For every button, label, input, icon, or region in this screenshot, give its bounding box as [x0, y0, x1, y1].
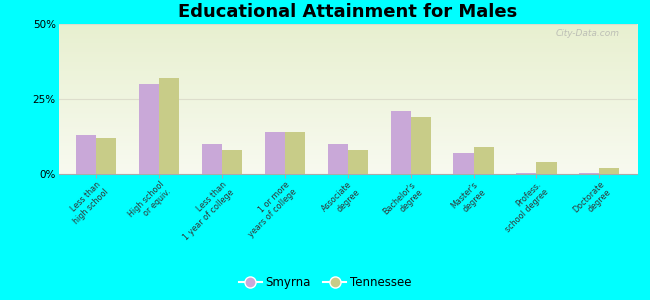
Bar	[473, 147, 493, 174]
Text: Less than
1 year of college: Less than 1 year of college	[174, 180, 236, 242]
Title: Educational Attainment for Males: Educational Attainment for Males	[178, 3, 517, 21]
Text: Less than
high school: Less than high school	[64, 180, 110, 226]
Bar	[96, 138, 116, 174]
Text: City-Data.com: City-Data.com	[556, 28, 619, 38]
Bar	[411, 117, 431, 174]
Bar	[454, 153, 473, 174]
Bar	[285, 132, 305, 174]
Text: Doctorate
degree: Doctorate degree	[571, 180, 613, 222]
Bar	[328, 144, 348, 174]
Bar	[348, 150, 368, 174]
Text: High school
or equiv.: High school or equiv.	[126, 180, 173, 227]
Text: Master's
degree: Master's degree	[450, 180, 488, 218]
Bar	[76, 135, 96, 174]
Bar	[391, 111, 411, 174]
Text: Bachelor's
degree: Bachelor's degree	[381, 180, 424, 223]
Bar	[202, 144, 222, 174]
Text: 1 or more
years of college: 1 or more years of college	[239, 180, 298, 239]
Text: Profess.
school degree: Profess. school degree	[496, 180, 550, 234]
Bar	[159, 78, 179, 174]
Bar	[536, 162, 556, 174]
Bar	[222, 150, 242, 174]
Bar	[599, 168, 619, 174]
Bar	[516, 172, 536, 174]
Bar	[265, 132, 285, 174]
Bar	[579, 172, 599, 174]
Text: Associate
degree: Associate degree	[320, 180, 361, 221]
Bar	[139, 84, 159, 174]
Legend: Smyrna, Tennessee: Smyrna, Tennessee	[234, 272, 416, 294]
